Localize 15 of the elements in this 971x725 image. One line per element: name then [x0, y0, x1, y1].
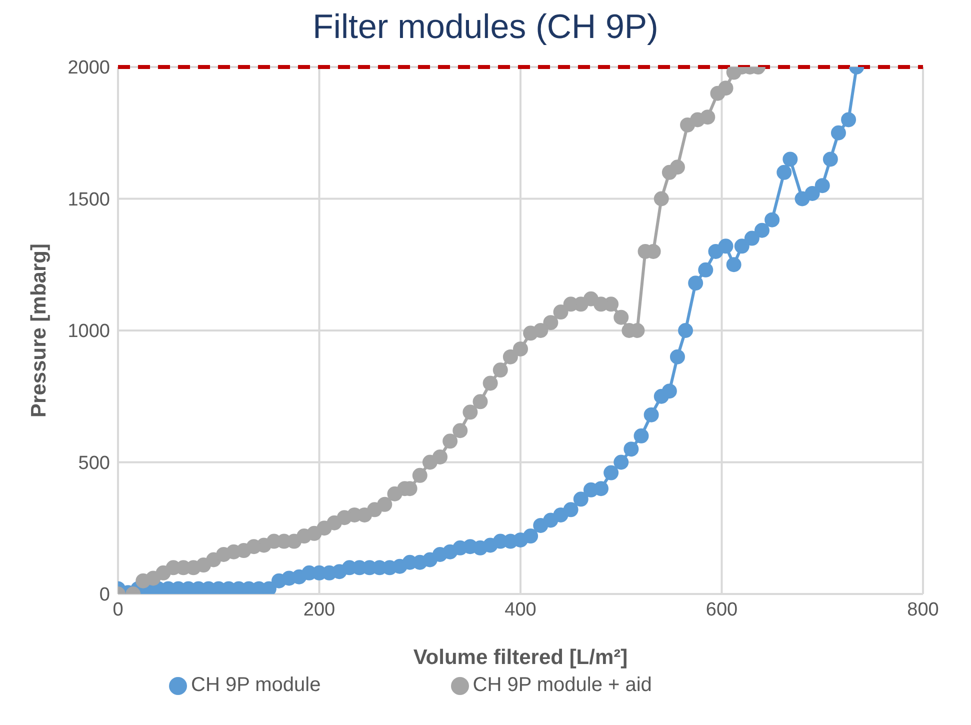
x-tick-label: 800	[907, 599, 939, 620]
x-tick-label: 400	[504, 599, 536, 620]
y-tick-label: 1000	[68, 321, 110, 342]
y-tick-label: 2000	[68, 58, 110, 79]
y-axis-title: Pressure [mbarg]	[27, 244, 50, 418]
legend-label: CH 9P module	[191, 674, 321, 696]
y-tick-label: 0	[99, 584, 110, 606]
x-tick-label: 600	[706, 599, 738, 620]
y-tick-label: 1500	[68, 189, 110, 210]
x-axis-title: Volume filtered [L/m²]	[413, 646, 628, 669]
x-tick-label: 200	[303, 599, 336, 620]
chart-title: Filter modules (CH 9P)	[312, 8, 660, 47]
x-tick-label: 0	[112, 599, 124, 620]
legend-label: CH 9P module + aid	[472, 674, 652, 696]
y-tick-label: 500	[78, 452, 110, 474]
